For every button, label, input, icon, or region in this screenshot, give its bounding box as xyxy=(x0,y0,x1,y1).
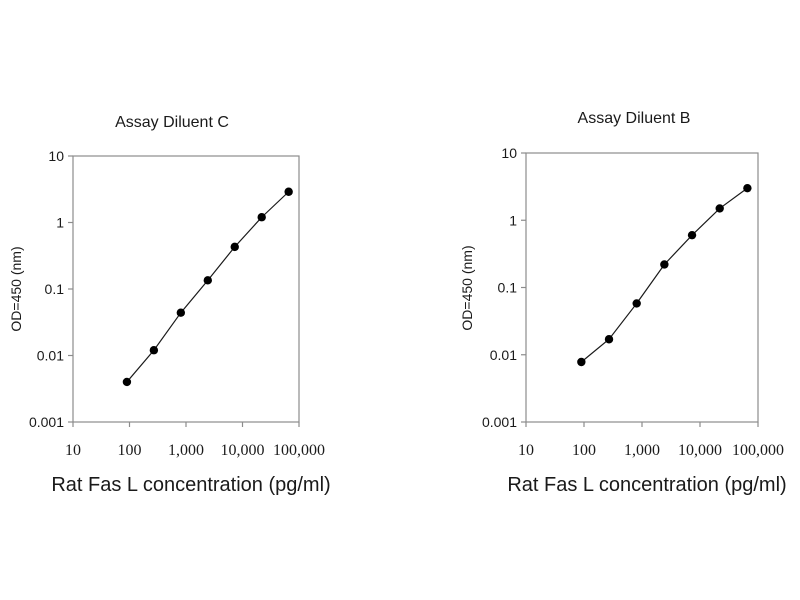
x-tick-label: 100,000 xyxy=(732,442,784,459)
y-tick-label: 0.001 xyxy=(482,414,517,430)
data-point xyxy=(230,242,239,252)
data-point xyxy=(604,335,614,344)
data-point xyxy=(715,204,724,213)
x-tick-label: 100 xyxy=(572,442,596,459)
data-layer xyxy=(122,187,293,387)
y-tick-label: 10 xyxy=(501,145,517,161)
data-point xyxy=(257,213,266,222)
data-point xyxy=(149,346,159,355)
axes-layer: 10 100 1,000 10,000 100,000 0.001 0.01 0.1 1 10 xyxy=(482,145,784,459)
x-axis-title: Rat Fas L concentration (pg/ml) xyxy=(51,474,330,496)
x-tick-label: 100 xyxy=(118,442,142,459)
data-point xyxy=(176,308,186,317)
x-tick-label: 1,000 xyxy=(624,442,660,459)
chart-panel-assay-diluent-c: 10 100 1,000 10,000 100,000 0.001 0.01 0.1 1 10 A… xyxy=(8,114,331,496)
y-axis-title: OD=450 (nm) xyxy=(459,245,475,330)
y-tick-label: 1 xyxy=(56,215,64,231)
axes-layer: 10 100 1,000 10,000 100,000 0.001 0.01 0.1 1 10 xyxy=(29,148,325,459)
plot-assay-diluent-c: 10 100 1,000 10,000 100,000 0.001 0.01 0.1 1 10 A… xyxy=(8,114,331,496)
x-tick-label: 10 xyxy=(518,442,534,459)
x-tick-label: 100,000 xyxy=(273,442,325,459)
data-layer xyxy=(577,183,752,367)
data-point xyxy=(203,276,212,285)
chart-panel-assay-diluent-b: 10 100 1,000 10,000 100,000 0.001 0.01 0.1 1 10 A… xyxy=(400,0,800,600)
y-tick-label: 0.01 xyxy=(37,348,64,364)
data-point xyxy=(284,187,293,196)
x-tick-label: 10,000 xyxy=(678,442,722,459)
y-tick-label: 0.1 xyxy=(498,280,518,296)
y-tick-label: 0.1 xyxy=(45,281,65,297)
chart-title: Assay Diluent C xyxy=(115,114,229,131)
plot-frame xyxy=(72,155,300,423)
y-axis-title: OD=450 (nm) xyxy=(8,246,24,331)
data-point xyxy=(660,260,669,269)
x-tick-label: 1,000 xyxy=(168,442,204,459)
y-tick-label: 0.01 xyxy=(490,347,517,363)
y-tick-label: 0.001 xyxy=(29,414,64,430)
data-point xyxy=(577,357,586,367)
data-point xyxy=(687,230,697,240)
data-point xyxy=(743,183,752,193)
plot-frame xyxy=(525,152,759,423)
y-tick-label: 1 xyxy=(509,212,517,228)
chart-title: Assay Diluent B xyxy=(578,110,691,127)
x-axis-title: Rat Fas L concentration (pg/ml) xyxy=(507,474,786,496)
plot-assay-diluent-b: 10 100 1,000 10,000 100,000 0.001 0.01 0.1 1 10 A… xyxy=(459,110,787,496)
data-point xyxy=(632,299,641,308)
curve xyxy=(580,187,748,363)
data-point xyxy=(122,377,132,387)
y-tick-label: 10 xyxy=(48,148,64,164)
x-tick-label: 10 xyxy=(65,442,81,459)
x-tick-label: 10,000 xyxy=(221,442,265,459)
